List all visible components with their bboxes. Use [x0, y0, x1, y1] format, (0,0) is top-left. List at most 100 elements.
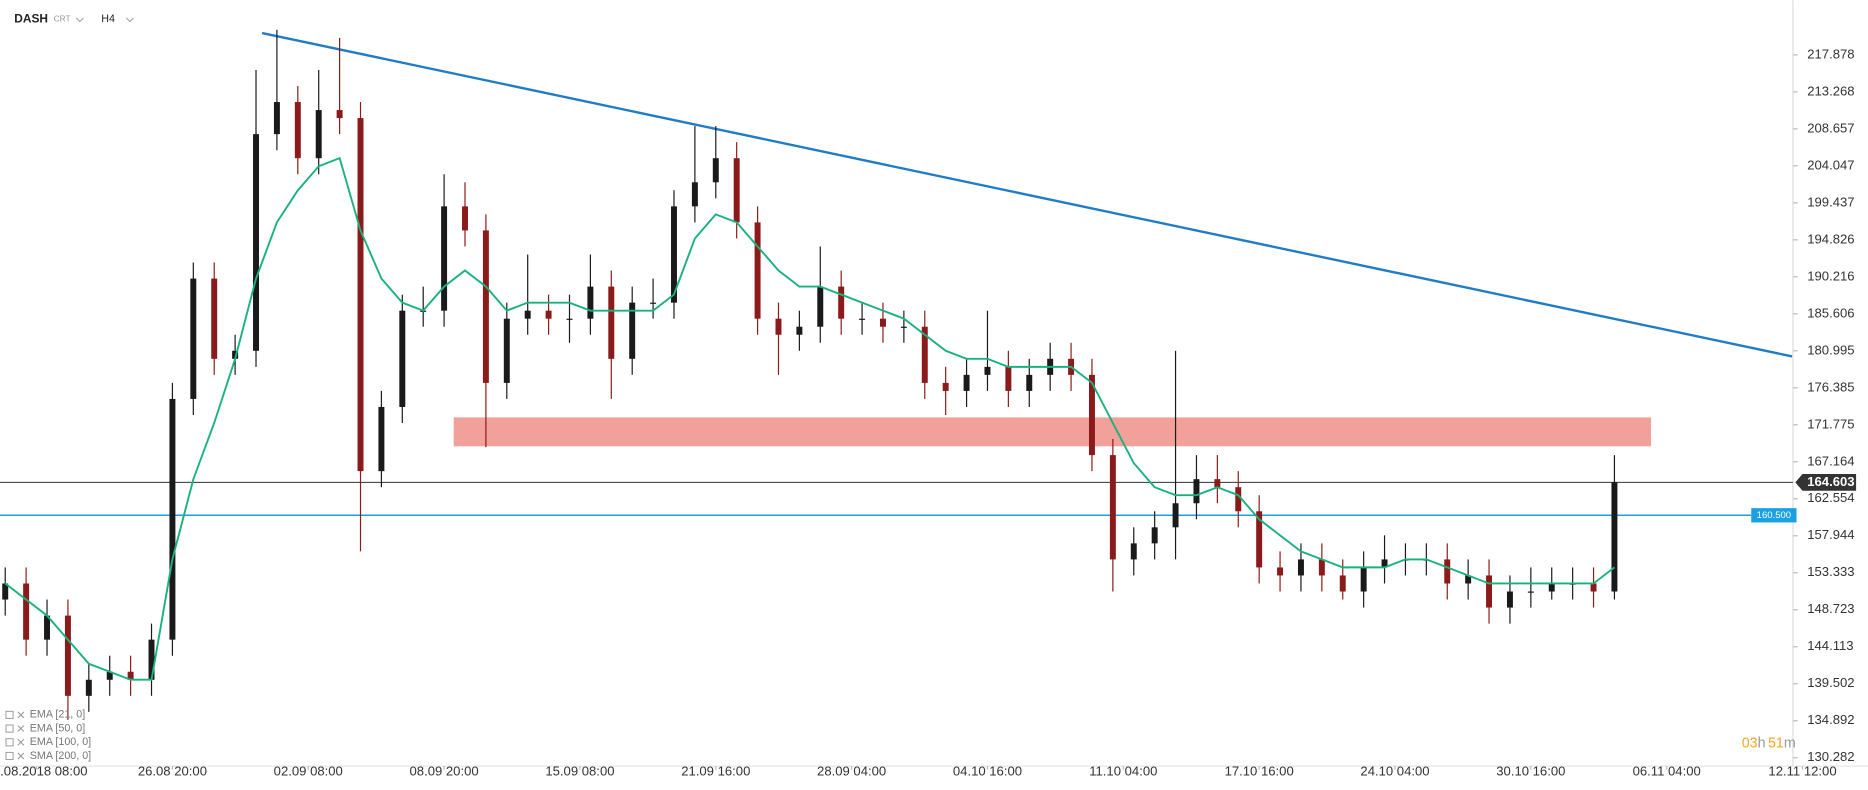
x-tick-label: 08.09 20:00 [410, 764, 479, 779]
candle-body [1151, 527, 1158, 544]
y-tick-label: 217.878 [1807, 46, 1854, 61]
candle-body [754, 222, 761, 319]
candle-body [1590, 583, 1597, 592]
x-tick-label: 28.09 04:00 [817, 764, 886, 779]
indicator-label: EMA [50, 0] [30, 722, 85, 734]
y-tick-label: 157.944 [1807, 527, 1854, 542]
x-tick-label: 11.10 04:00 [1089, 764, 1157, 779]
indicator-icon[interactable] [5, 738, 14, 747]
candle-body [817, 286, 824, 327]
indicator-remove[interactable] [17, 711, 25, 719]
candle-body [1026, 374, 1033, 391]
candle-body [482, 230, 489, 383]
candle-body [1235, 487, 1242, 512]
candle-body [838, 286, 845, 319]
candle-body [85, 679, 92, 696]
indicator-label: EMA [100, 0] [30, 736, 91, 748]
candle-body [1360, 567, 1367, 592]
candle-body [1088, 374, 1095, 456]
y-tick-label: 204.047 [1807, 157, 1854, 172]
candle-body [44, 615, 51, 640]
candle-body [879, 318, 886, 327]
indicator-label: EMA [21, 0] [30, 709, 85, 721]
candle-body [587, 286, 594, 319]
candle-body [796, 326, 803, 335]
y-tick-label: 162.554 [1807, 490, 1854, 505]
last-price-box [1795, 474, 1857, 491]
last-price-label: 164.603 [1807, 474, 1854, 489]
candle-body [859, 318, 866, 320]
candle-body [2, 583, 9, 600]
candle-body [1297, 559, 1304, 576]
candle-body [984, 366, 991, 375]
candle-body [671, 206, 677, 303]
trendline [261, 31, 1793, 358]
candle-body [1548, 583, 1555, 592]
candle-body [1109, 455, 1116, 560]
dropdown-arrow[interactable] [125, 17, 134, 23]
candle-body [1527, 591, 1534, 593]
candle-body [148, 639, 155, 680]
candle-body [1486, 575, 1493, 608]
indicator-icon[interactable] [5, 751, 14, 761]
y-tick-label: 213.268 [1807, 83, 1854, 98]
candle-body [315, 110, 322, 159]
candle-body [1611, 482, 1618, 592]
indicator-icon[interactable] [5, 724, 14, 733]
candle-body [712, 158, 719, 183]
candle-body [1005, 366, 1012, 391]
x-tick-label: 12.11 12:00 [1768, 764, 1836, 779]
candle-body [378, 406, 385, 472]
indicator-remove[interactable] [17, 752, 25, 760]
candle-timer: 03h 51m [1742, 735, 1796, 751]
candle-body [190, 278, 197, 399]
candle-body [608, 286, 615, 359]
candle-body [503, 318, 510, 383]
candle-body [691, 182, 698, 207]
candle-body [64, 615, 71, 696]
candle-body [1130, 543, 1137, 560]
candle-body [963, 374, 970, 391]
candle-body [1506, 591, 1513, 608]
timer-h: h [1758, 735, 1766, 751]
candle-body [1318, 559, 1325, 576]
candle-body [942, 382, 949, 391]
indicator-remove[interactable] [17, 738, 25, 746]
dropdown-arrow[interactable] [75, 17, 84, 23]
candle-body [294, 102, 301, 159]
candle-body [1465, 575, 1472, 584]
candle-body [1339, 575, 1346, 592]
candle-body [629, 302, 636, 359]
candle-body [441, 206, 448, 311]
y-tick-label: 144.113 [1807, 638, 1853, 653]
candle-body [1214, 479, 1221, 488]
x-tick-label: 30.10 16:00 [1496, 764, 1565, 779]
candle-body [1277, 567, 1284, 576]
indicator-icon[interactable] [5, 710, 14, 719]
x-tick-label: 20.08.2018 08:00 [0, 764, 88, 779]
candle-body [921, 326, 928, 383]
x-tick-label: 02.09 08:00 [274, 764, 343, 779]
candle-body [545, 310, 552, 319]
candle-body [106, 671, 113, 680]
candle-body [1444, 559, 1451, 584]
symbol[interactable]: DASH [14, 11, 48, 25]
y-tick-label: 190.216 [1807, 268, 1854, 283]
candle-body [1193, 479, 1200, 504]
x-tick-label: 21.09 16:00 [681, 764, 750, 779]
candle-body [23, 583, 30, 640]
candle-body [1381, 559, 1388, 568]
y-tick-label: 185.606 [1807, 305, 1854, 320]
y-tick-label: 199.437 [1807, 194, 1854, 209]
y-tick-label: 139.502 [1807, 675, 1854, 690]
candle-body [336, 110, 343, 119]
timeframe[interactable]: H4 [101, 13, 115, 25]
chart-style[interactable]: CRT [54, 13, 71, 23]
candle-body [253, 134, 259, 351]
indicator-remove[interactable] [17, 725, 25, 732]
candle-body [1256, 511, 1263, 568]
candle-body [357, 118, 364, 472]
candle-body [399, 310, 406, 407]
